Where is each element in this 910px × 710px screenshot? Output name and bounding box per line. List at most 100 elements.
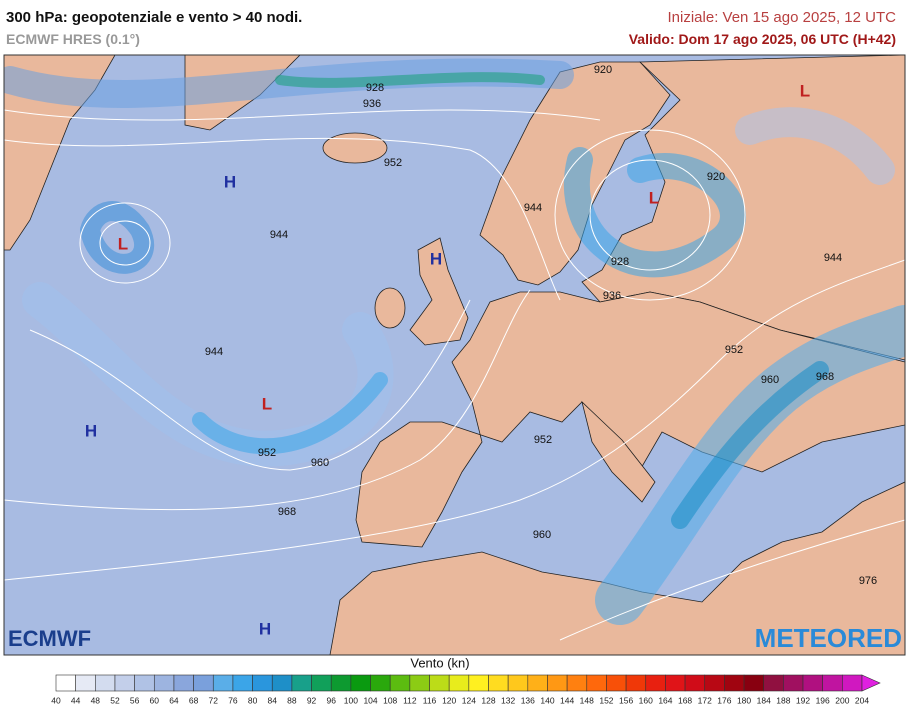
- jet-core: [275, 72, 545, 88]
- legend-swatch: [527, 674, 548, 692]
- legend-swatch: [330, 674, 352, 692]
- legend-swatch: [55, 674, 76, 692]
- legend-tick-label: 128: [481, 695, 495, 705]
- jet-streaks: [4, 58, 905, 625]
- jet: [563, 147, 746, 278]
- meteored-logo: METEORED: [755, 623, 902, 653]
- legend-swatch: [409, 674, 430, 692]
- contour-label: 960: [311, 457, 329, 469]
- map-frame: [3, 54, 906, 656]
- legend-tick-label: 40: [51, 695, 61, 705]
- contour-label: 944: [205, 346, 223, 358]
- pressure-center: L: [649, 188, 659, 207]
- africa: [329, 481, 905, 655]
- legend-tick-label: 92: [307, 695, 317, 705]
- legend-swatch: [193, 674, 214, 692]
- legend-swatch: [429, 674, 450, 692]
- legend-tick-label: 200: [835, 695, 849, 705]
- contour-label: 928: [611, 256, 629, 268]
- legend-tick-label: 144: [560, 695, 574, 705]
- legend-swatch: [173, 674, 194, 692]
- legend-tick-label: 168: [678, 695, 692, 705]
- legend-swatch: [370, 674, 391, 692]
- legend-swatch: [645, 674, 666, 692]
- legend-tick-label: 60: [150, 695, 160, 705]
- italy: [581, 400, 656, 503]
- legend-tick-label: 84: [268, 695, 278, 705]
- contour-label: 960: [761, 374, 779, 386]
- contour-label: 952: [725, 344, 743, 356]
- legend-tick-label: 164: [658, 695, 672, 705]
- contour-label: 952: [258, 447, 276, 459]
- pressure-center: L: [118, 234, 128, 253]
- contour-label: 952: [384, 157, 402, 169]
- legend-tick-label: 160: [639, 695, 653, 705]
- legend-tick-label: 64: [169, 695, 179, 705]
- contour-label: 952: [534, 434, 552, 446]
- legend-tick-label: 116: [423, 695, 437, 705]
- legend-swatch: [802, 674, 823, 692]
- legend-tick-label: 196: [816, 695, 830, 705]
- legend-swatch: [822, 674, 843, 692]
- legend-tick-label: 136: [521, 695, 535, 705]
- legend-swatch: [291, 674, 312, 692]
- legend-swatch: [507, 674, 529, 692]
- legend-swatch: [842, 674, 863, 692]
- legend-swatch: [763, 674, 784, 692]
- legend-tick-label: 132: [501, 695, 515, 705]
- legend-swatch: [665, 674, 686, 692]
- legend-tick-label: 108: [383, 695, 397, 705]
- legend-tick-label: 140: [540, 695, 554, 705]
- legend-tick-label: 156: [619, 695, 633, 705]
- legend-tick-label: 100: [344, 695, 358, 705]
- pressure-center: H: [430, 249, 442, 268]
- pressure-center: H: [224, 172, 236, 191]
- contour-label: 944: [270, 229, 288, 241]
- contour-label: 944: [524, 202, 542, 214]
- legend-tick-label: 192: [796, 695, 810, 705]
- legend-swatch: [212, 674, 234, 692]
- contour-label: 968: [816, 371, 834, 383]
- iceland: [322, 132, 388, 164]
- contour-label: 960: [533, 529, 551, 541]
- legend-swatch: [350, 674, 371, 692]
- valid-time: Valido: Dom 17 ago 2025, 06 UTC (H+42): [628, 31, 896, 47]
- legend-tick-label: 124: [462, 695, 476, 705]
- init-time: Iniziale: Ven 15 ago 2025, 12 UTC: [667, 9, 897, 26]
- legend-swatch: [488, 674, 509, 692]
- legend-swatch: [389, 674, 411, 692]
- legend-swatch: [625, 674, 647, 692]
- greenland: [4, 55, 116, 251]
- contour-label: 920: [594, 64, 612, 76]
- legend-tick-label: 44: [71, 695, 81, 705]
- legend-tick-label: 180: [737, 695, 751, 705]
- legend-swatch: [311, 674, 332, 692]
- legend-tick-label: 188: [776, 695, 790, 705]
- legend-tick-label: 184: [757, 695, 771, 705]
- contour-label: 976: [859, 575, 877, 587]
- legend-swatch: [684, 674, 706, 692]
- legend-tick-label: 104: [363, 695, 377, 705]
- jet: [192, 372, 388, 455]
- legend-swatch: [606, 674, 627, 692]
- legend-swatch: [743, 674, 765, 692]
- legend-swatch: [153, 674, 175, 692]
- model: ECMWF HRES (0.1°): [6, 31, 140, 47]
- legend-tick-label: 112: [403, 695, 417, 705]
- legend-title: Vento (kn): [410, 655, 469, 670]
- ecmwf-logo: ECMWF: [8, 626, 91, 651]
- legend-swatch: [783, 674, 804, 692]
- legend-tick-label: 56: [130, 695, 140, 705]
- legend-tick-label: 172: [698, 695, 712, 705]
- pressure-center: L: [800, 81, 810, 100]
- legend-swatch: [232, 674, 253, 692]
- legend-tick-label: 96: [326, 695, 336, 705]
- legend-tick-label: 152: [599, 695, 613, 705]
- legend-swatch: [134, 674, 155, 692]
- legend-tick-label: 88: [287, 695, 297, 705]
- contour-label: 936: [603, 290, 621, 302]
- legend-tick-label: 72: [209, 695, 219, 705]
- legend-swatch: [75, 674, 96, 692]
- legend-swatch: [252, 674, 273, 692]
- legend-swatch: [704, 674, 725, 692]
